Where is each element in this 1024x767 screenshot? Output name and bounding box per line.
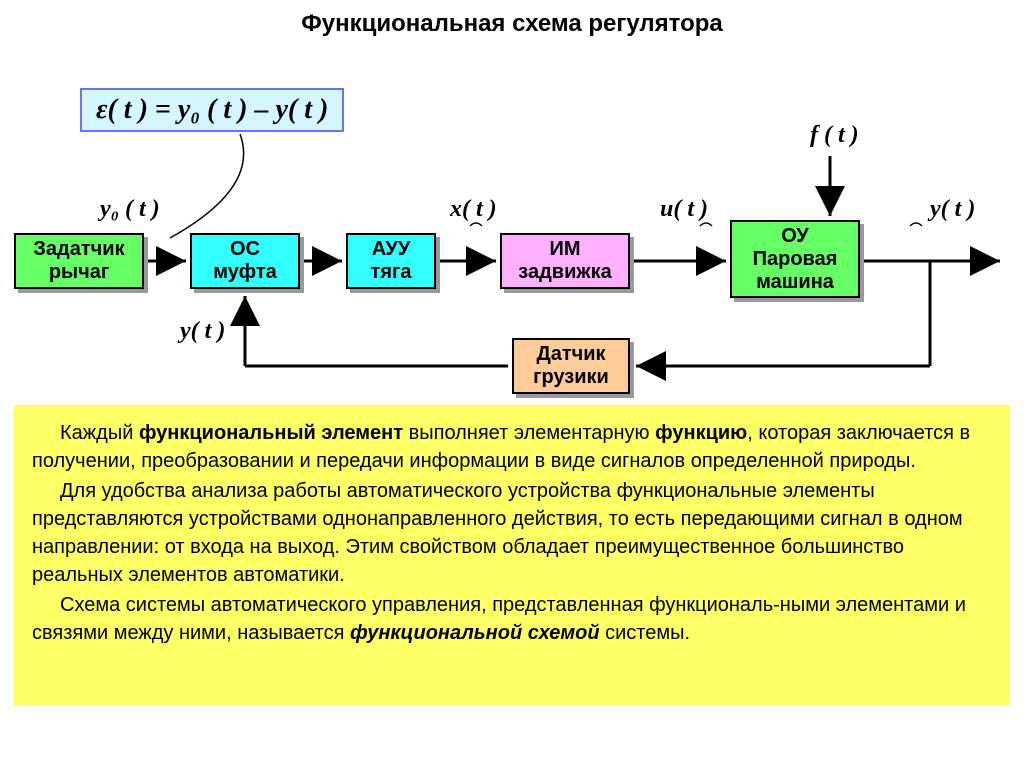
block-ou-l2: Паровая xyxy=(753,248,838,271)
block-im: ИМ задвижка xyxy=(500,233,630,289)
label-y-feedback: y( t ) xyxy=(180,318,225,345)
p1a: Каждый xyxy=(60,422,139,444)
label-x: x( t ) xyxy=(450,196,497,223)
p3c: системы. xyxy=(600,622,690,644)
block-auu: АУУ тяга xyxy=(346,233,436,289)
p2: Для удобства анализа работы автоматическ… xyxy=(32,477,992,589)
p1d: функцию xyxy=(655,422,747,444)
page-title: Функциональная схема регулятора xyxy=(0,0,1024,38)
block-os-l2: муфта xyxy=(213,261,277,284)
equation-text: ε( t ) = y₀ ( t ) – y( t ) xyxy=(96,94,328,125)
block-setpoint-l2: рычаг xyxy=(49,261,109,284)
block-setpoint-l1: Задатчик xyxy=(33,238,124,261)
block-sensor-l1: Датчик xyxy=(536,343,605,366)
block-auu-l2: тяга xyxy=(371,261,412,284)
p1c: выполняет элементарную xyxy=(403,422,655,444)
label-u: u( t ) xyxy=(660,196,708,223)
label-y-out: y( t ) xyxy=(930,196,975,223)
label-y0: y₀ ( t ) xyxy=(100,196,160,223)
block-auu-l1: АУУ xyxy=(372,238,411,261)
block-os: ОС муфта xyxy=(190,233,300,289)
block-ou-l1: ОУ xyxy=(781,225,809,248)
block-im-l1: ИМ xyxy=(549,238,580,261)
block-im-l2: задвижка xyxy=(518,261,611,284)
block-ou: ОУ Паровая машина xyxy=(730,220,860,298)
block-sensor: Датчик грузики xyxy=(512,338,630,394)
diagram-area: ε( t ) = y₀ ( t ) – y( t ) y₀ ( t ) x( t… xyxy=(0,38,1024,398)
label-f: f ( t ) xyxy=(810,122,859,149)
p3b: функциональной схемой xyxy=(350,622,600,644)
block-setpoint: Задатчик рычаг xyxy=(14,233,144,289)
block-ou-l3: машина xyxy=(756,271,834,294)
equation-box: ε( t ) = y₀ ( t ) – y( t ) xyxy=(80,88,344,132)
block-os-l1: ОС xyxy=(230,238,260,261)
block-sensor-l2: грузики xyxy=(533,366,609,389)
description-text: Каждый функциональный элемент выполняет … xyxy=(14,405,1010,705)
p1b: функциональный элемент xyxy=(139,422,403,444)
